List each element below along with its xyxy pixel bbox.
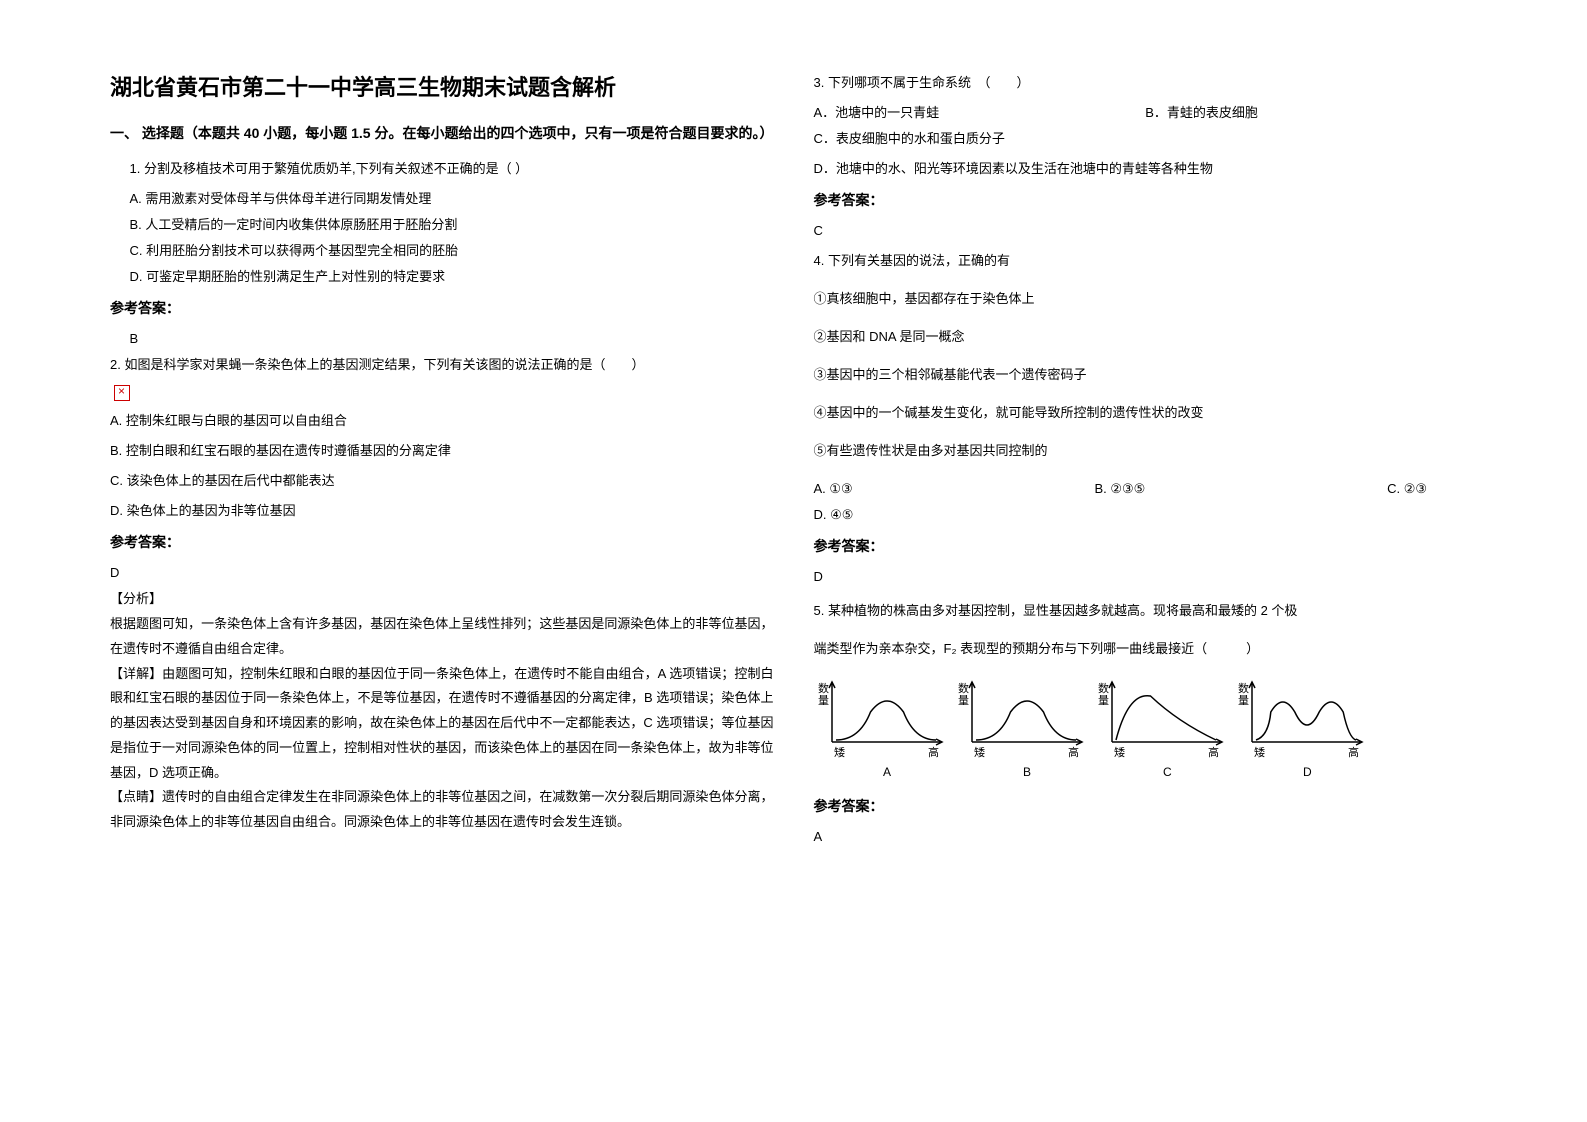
q4-option-a: A. ①③ (814, 476, 853, 502)
q2-option-a: A. 控制朱红眼与白眼的基因可以自由组合 (110, 408, 774, 434)
svg-text:矮: 矮 (974, 745, 985, 759)
q1-stem: 1. 分割及移植技术可用于繁殖优质奶羊,下列有关叙述不正确的是（ ） (110, 156, 774, 182)
svg-text:B: B (1023, 765, 1031, 779)
q4-answer-label: 参考答案： (814, 536, 1478, 556)
svg-text:高: 高 (1348, 745, 1359, 759)
q1-answer-label: 参考答案： (110, 298, 774, 318)
q4-s5: ⑤有些遗传性状是由多对基因共同控制的 (814, 438, 1478, 464)
q5-answer: A (814, 824, 1478, 850)
q2-answer-label: 参考答案： (110, 532, 774, 552)
svg-text:数: 数 (818, 682, 829, 695)
svg-text:C: C (1163, 765, 1172, 779)
q4-answer: D (814, 564, 1478, 590)
q4-s3: ③基因中的三个相邻碱基能代表一个遗传密码子 (814, 362, 1478, 388)
section-header: 一、 选择题（本题共 40 小题，每小题 1.5 分。在每小题给出的四个选项中，… (110, 122, 774, 144)
svg-text:数: 数 (958, 682, 969, 695)
q4-s4: ④基因中的一个碱基发生变化，就可能导致所控制的遗传性状的改变 (814, 400, 1478, 426)
q4-s1: ①真核细胞中，基因都存在于染色体上 (814, 286, 1478, 312)
q4-option-c: C. ②③ (1387, 476, 1427, 502)
q5-answer-label: 参考答案： (814, 796, 1478, 816)
q1-option-b: B. 人工受精后的一定时间内收集供体原肠胚用于胚胎分割 (130, 212, 774, 238)
q1-option-a: A. 需用激素对受体母羊与供体母羊进行同期发情处理 (130, 186, 774, 212)
svg-text:矮: 矮 (834, 745, 845, 759)
q3-stem: 3. 下列哪项不属于生命系统 （ ） (814, 70, 1478, 96)
q2-detail: 【详解】由题图可知，控制朱红眼和白眼的基因位于同一条染色体上，在遗传时不能自由组… (110, 662, 774, 785)
q2-option-b: B. 控制白眼和红宝石眼的基因在遗传时遵循基因的分离定律 (110, 438, 774, 464)
svg-text:数: 数 (1098, 682, 1109, 695)
svg-text:高: 高 (1208, 745, 1219, 759)
svg-text:D: D (1303, 765, 1312, 779)
q3-option-c: C．表皮细胞中的水和蛋白质分子 (814, 126, 1478, 152)
broken-image-icon (114, 385, 130, 401)
q2-stem: 2. 如图是科学家对果蝇一条染色体上的基因测定结果，下列有关该图的说法正确的是（… (110, 352, 774, 378)
q3-option-b: B．青蛙的表皮细胞 (1145, 100, 1258, 126)
q3-answer: C (814, 218, 1478, 244)
q2-answer: D (110, 560, 774, 586)
svg-text:数: 数 (1238, 682, 1249, 695)
q2-analysis-label: 【分析】 (110, 586, 774, 612)
svg-text:矮: 矮 (1254, 745, 1265, 759)
q3-option-d: D．池塘中的水、阳光等环境因素以及生活在池塘中的青蛙等各种生物 (814, 156, 1478, 182)
svg-text:量: 量 (1098, 694, 1109, 707)
q2-option-d: D. 染色体上的基因为非等位基因 (110, 498, 774, 524)
q1-option-d: D. 可鉴定早期胚胎的性别满足生产上对性别的特定要求 (130, 264, 774, 290)
q4-option-d: D. ④⑤ (814, 502, 1478, 528)
q1-option-c: C. 利用胚胎分割技术可以获得两个基因型完全相同的胚胎 (130, 238, 774, 264)
svg-text:高: 高 (1068, 745, 1079, 759)
q2-option-c: C. 该染色体上的基因在后代中都能表达 (110, 468, 774, 494)
svg-text:高: 高 (928, 745, 939, 759)
q4-option-b: B. ②③⑤ (1094, 476, 1145, 502)
q3-option-a: A．池塘中的一只青蛙 (814, 100, 1146, 126)
svg-text:A: A (883, 765, 891, 779)
q3-answer-label: 参考答案： (814, 190, 1478, 210)
q5-chart: 数量矮高A数量矮高B数量矮高C数量矮高D (814, 672, 1478, 782)
q4-stem: 4. 下列有关基因的说法，正确的有 (814, 248, 1478, 274)
q1-answer: B (130, 326, 774, 352)
q5-stem2: 端类型作为亲本杂交，F₂ 表现型的预期分布与下列哪一曲线最接近（ ） (814, 636, 1478, 662)
svg-text:量: 量 (958, 694, 969, 707)
q4-s2: ②基因和 DNA 是同一概念 (814, 324, 1478, 350)
page-title: 湖北省黄石市第二十一中学高三生物期末试题含解析 (110, 70, 774, 102)
q5-stem: 5. 某种植物的株高由多对基因控制，显性基因越多就越高。现将最高和最矮的 2 个… (814, 598, 1478, 624)
svg-text:矮: 矮 (1114, 745, 1125, 759)
svg-text:量: 量 (818, 694, 829, 707)
svg-text:量: 量 (1238, 694, 1249, 707)
q2-point: 【点睛】遗传时的自由组合定律发生在非同源染色体上的非等位基因之间，在减数第一次分… (110, 785, 774, 834)
q2-analysis1: 根据题图可知，一条染色体上含有许多基因，基因在染色体上呈线性排列；这些基因是同源… (110, 612, 774, 661)
